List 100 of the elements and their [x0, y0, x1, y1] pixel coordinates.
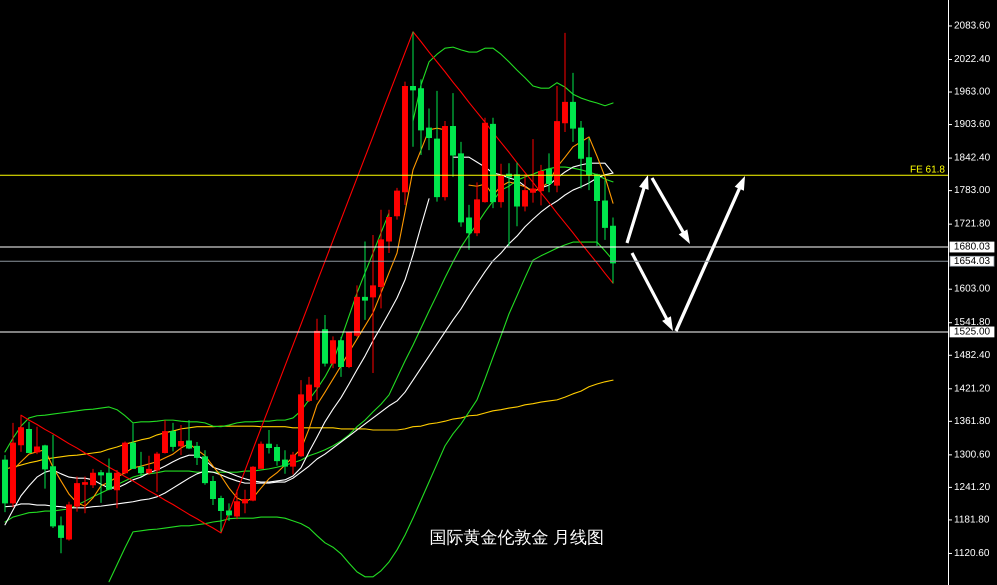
candlestick — [34, 426, 40, 455]
candlestick — [26, 421, 32, 454]
ref-line: 1654.03 — [0, 256, 994, 267]
candlestick — [82, 476, 88, 514]
candlestick — [450, 92, 456, 178]
candlestick — [138, 451, 144, 478]
candlestick — [298, 380, 304, 458]
candlestick — [218, 495, 224, 532]
candlestick — [386, 209, 392, 254]
candlestick — [226, 502, 232, 522]
annotation: FE 61.8 — [910, 164, 946, 176]
candlestick — [362, 241, 368, 320]
candlestick — [258, 440, 264, 470]
candlestick — [50, 434, 56, 529]
candlestick — [418, 78, 424, 156]
candlestick — [282, 450, 288, 474]
candlestick — [314, 318, 320, 400]
y-tick-label: 1181.80 — [954, 514, 990, 526]
candlestick — [466, 204, 472, 250]
candlestick — [114, 469, 120, 509]
y-tick-label: 1842.40 — [954, 152, 991, 164]
candlestick — [290, 451, 296, 475]
candlestick — [322, 314, 328, 367]
candlestick — [538, 164, 544, 206]
candlestick — [370, 234, 376, 374]
y-tick-label: 1482.40 — [954, 350, 991, 361]
candlestick — [338, 336, 344, 378]
candlestick — [74, 476, 80, 512]
candlestick — [490, 117, 496, 209]
candlestick — [570, 72, 576, 142]
candlestick — [242, 489, 248, 514]
candlestick — [330, 336, 336, 369]
candlestick — [58, 516, 64, 554]
candlestick — [442, 120, 448, 201]
candlestick — [266, 429, 272, 454]
ref-line-label: 1680.03 — [954, 242, 991, 253]
ref-line: 1525.00 — [0, 326, 994, 338]
text: 国际黄金伦敦金 月线图 — [429, 528, 604, 547]
y-tick-label: 1963.00 — [954, 86, 991, 98]
candlestick — [610, 216, 616, 284]
y-tick-label: 2083.60 — [954, 20, 991, 32]
y-tick-label: 1783.00 — [954, 185, 991, 196]
y-tick-label: 1241.20 — [954, 482, 991, 493]
candlestick — [346, 331, 352, 369]
candlestick — [178, 424, 184, 456]
candlestick — [170, 422, 176, 452]
y-tick-label: 1721.80 — [954, 218, 991, 230]
candlestick — [130, 422, 136, 470]
candlestick — [594, 173, 600, 246]
candlestick — [122, 440, 128, 475]
y-tick-label: 2022.40 — [954, 54, 991, 65]
candlestick — [394, 187, 400, 220]
candlestick — [514, 162, 520, 227]
candlestick — [194, 442, 200, 466]
candlestick — [498, 163, 504, 208]
candlestick — [42, 444, 48, 490]
y-tick-label: 1903.60 — [954, 119, 991, 130]
candlestick — [66, 501, 72, 542]
candlestick — [202, 450, 208, 486]
candlestick — [546, 152, 552, 193]
candlestick — [274, 444, 280, 466]
candlestick — [162, 420, 168, 454]
ref-line: 1680.03 — [0, 242, 994, 253]
candlestick — [10, 422, 16, 508]
candlestick — [146, 455, 152, 476]
candlestick — [482, 117, 488, 204]
candlestick — [2, 454, 8, 513]
candlestick — [426, 108, 432, 151]
candlestick — [586, 138, 592, 191]
ref-line-label: 1654.03 — [954, 256, 991, 267]
candlestick — [578, 120, 584, 189]
candlestick — [306, 376, 312, 403]
y-tick-label: 1300.60 — [954, 449, 991, 460]
candlestick — [506, 162, 512, 246]
candlestick — [530, 138, 536, 204]
candlestick — [210, 476, 216, 506]
ref-line-label: 1525.00 — [954, 326, 991, 338]
candlestick — [434, 90, 440, 202]
candlestick — [98, 469, 104, 504]
candlestick — [154, 451, 160, 492]
y-tick-label: 1603.00 — [954, 284, 991, 295]
candlestick — [522, 174, 528, 212]
candlestick — [90, 468, 96, 489]
candlestick — [402, 81, 408, 206]
candlestick — [602, 180, 608, 240]
candlestick — [250, 466, 256, 502]
candlestick — [554, 86, 560, 193]
y-tick-label: 1361.80 — [954, 416, 991, 427]
candlestick — [354, 284, 360, 338]
candlestick — [562, 32, 568, 133]
candlestick — [458, 141, 464, 228]
y-tick-label: 1120.60 — [954, 548, 990, 559]
candlestick — [106, 458, 112, 491]
candlestick — [186, 420, 192, 450]
y-tick-label: 1541.80 — [954, 317, 991, 328]
y-tick-label: 1421.20 — [954, 383, 991, 394]
candlestick — [474, 182, 480, 237]
candlestick — [234, 489, 240, 520]
candlestick — [410, 31, 416, 148]
candlestick — [378, 209, 384, 309]
